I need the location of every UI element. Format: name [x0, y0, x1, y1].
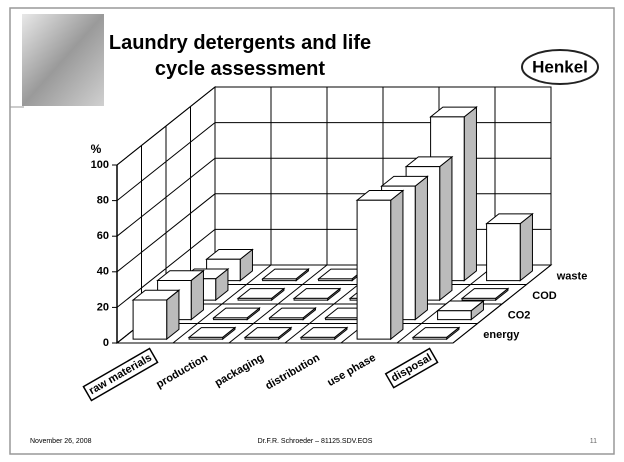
y-tick-label: 100	[91, 159, 109, 171]
bar-front	[357, 200, 391, 339]
y-axis-label: %	[91, 142, 102, 156]
x-tick-label: use phase	[325, 352, 378, 389]
bar-front	[238, 298, 272, 300]
bar-side	[391, 191, 403, 340]
bar-front	[319, 279, 353, 281]
bar	[133, 290, 179, 339]
x-tick-label: distribution	[264, 352, 323, 393]
legend-label: COD	[532, 290, 557, 302]
bar-front	[438, 311, 472, 320]
y-tick-label: 0	[103, 337, 109, 349]
chart-title: Laundry detergents and life cycle assess…	[82, 30, 398, 82]
bar-front	[133, 300, 167, 339]
y-tick-label: 40	[97, 266, 109, 278]
x-tick-group: use phase	[325, 352, 378, 389]
logo: Henkel	[532, 57, 588, 76]
x-tick-label: production	[154, 352, 210, 391]
legend-label: waste	[556, 271, 588, 283]
x-tick-group: packaging	[213, 352, 266, 390]
bar-front	[487, 224, 521, 281]
x-tick-label: packaging	[213, 352, 266, 390]
bar-side	[440, 157, 452, 300]
bar-front	[301, 337, 335, 339]
bar-front	[413, 337, 447, 339]
x-tick-group: disposal	[386, 348, 438, 387]
page-number: 11	[590, 438, 597, 445]
bar-front	[294, 298, 328, 300]
y-tick-label: 20	[97, 301, 109, 313]
bar-front	[462, 298, 496, 300]
x-tick-group: raw materials	[83, 348, 157, 400]
footer-date: November 26, 2008	[30, 438, 92, 445]
y-tick-label: 60	[97, 230, 109, 242]
y-tick-label: 80	[97, 195, 109, 207]
bar-front	[189, 337, 223, 339]
footer-author: Dr.F.R. Schroeder – 81125.SDV.EOS	[258, 438, 373, 445]
bar-front	[214, 318, 248, 320]
slide: Henkel % November 26, 2008 Dr.F.R. Schro…	[0, 0, 624, 462]
legend-label: energy	[483, 329, 520, 341]
x-tick-group: production	[154, 352, 210, 391]
bar-front	[326, 318, 360, 320]
bar	[487, 214, 533, 281]
bar-front	[263, 279, 297, 281]
bar-side	[520, 214, 532, 281]
x-tick-group: distribution	[264, 352, 323, 393]
x-tick-label: raw materials	[87, 352, 154, 398]
bar-front	[270, 318, 304, 320]
bar	[357, 191, 403, 340]
legend-label: CO2	[508, 310, 531, 322]
bar-side	[464, 107, 476, 281]
bar-front	[245, 337, 279, 339]
bar-side	[415, 176, 427, 319]
